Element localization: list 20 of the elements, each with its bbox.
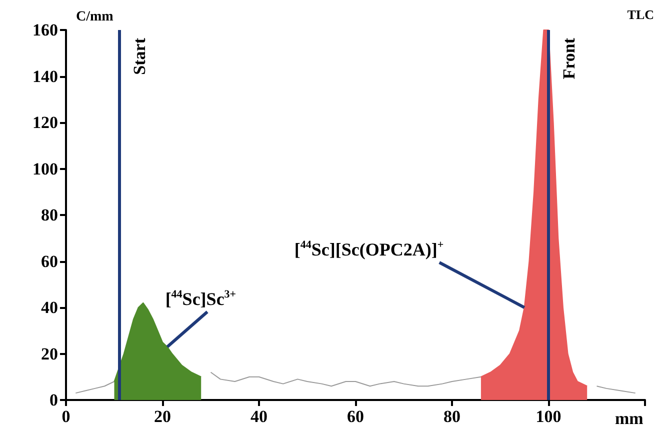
x-axis-title: mm bbox=[615, 409, 644, 428]
y-axis-title: C/mm bbox=[76, 10, 114, 24]
y-tick-label: 0 bbox=[50, 390, 58, 410]
y-tick-label: 120 bbox=[32, 113, 58, 132]
y-tick-label: 160 bbox=[32, 20, 58, 40]
y-tick-label: 100 bbox=[32, 159, 58, 178]
x-tick-label: 100 bbox=[536, 407, 562, 426]
x-tick-label: 80 bbox=[444, 407, 460, 426]
ref-line-label: Front bbox=[560, 38, 578, 80]
y-tick-label: 60 bbox=[41, 252, 58, 271]
y-tick-label: 140 bbox=[32, 66, 58, 86]
y-tick-label: 40 bbox=[41, 298, 58, 317]
x-tick-label: 60 bbox=[347, 407, 364, 426]
x-tick-label: 40 bbox=[250, 407, 268, 426]
x-tick-label: 0 bbox=[62, 407, 70, 426]
ref-line-label: Start bbox=[130, 38, 150, 75]
y-tick-label: 20 bbox=[41, 344, 58, 364]
x-tick-label: 20 bbox=[154, 407, 171, 426]
text: TLC bbox=[627, 7, 654, 22]
y-tick-label: 80 bbox=[41, 206, 58, 224]
